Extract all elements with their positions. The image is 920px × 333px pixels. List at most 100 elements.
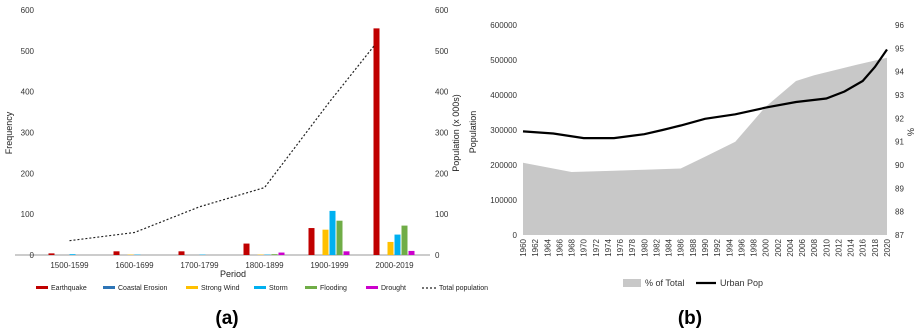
panel-b-y2-tick: 90 bbox=[895, 161, 904, 170]
panel-b-x-tick: 1988 bbox=[689, 238, 698, 256]
panel-a-y2-axis-label: Population (x 000s) bbox=[451, 94, 461, 172]
panel-b-x-tick: 2010 bbox=[822, 238, 831, 256]
panel-a-legend-swatch bbox=[254, 286, 266, 289]
panel-a-total-population-line bbox=[69, 44, 376, 242]
panel-a-legend-swatch bbox=[366, 286, 378, 289]
panel-a-legend-label: Flooding bbox=[320, 285, 347, 292]
panel-a-legend: Earthquake Coastal Erosion Strong Wind Stor… bbox=[36, 285, 488, 292]
panel-a-bar-earthquake bbox=[178, 251, 185, 255]
panel-b-x-tick: 1982 bbox=[652, 238, 661, 256]
panel-b-x-tick: 1976 bbox=[616, 238, 625, 256]
panel-b-label: (b) bbox=[678, 308, 702, 329]
panel-b-x-tick: 2020 bbox=[883, 238, 892, 256]
panel-a-bar-earthquake bbox=[48, 253, 55, 255]
panel-a-y2-tick: 600 bbox=[435, 6, 449, 15]
panel-a-bar-drought bbox=[278, 252, 285, 255]
panel-b-x-tick: 1986 bbox=[677, 238, 686, 256]
panel-b-y2-tick: 96 bbox=[895, 21, 904, 30]
panel-b-x-tick: 1998 bbox=[750, 238, 759, 256]
panel-a-category-label: 2000-2019 bbox=[375, 261, 414, 270]
panel-a-y-tick: 0 bbox=[30, 251, 35, 260]
panel-a-y2-tick: 200 bbox=[435, 169, 449, 178]
panel-b-y-tick: 200000 bbox=[490, 161, 517, 170]
panel-a-legend-label: Total population bbox=[439, 285, 488, 292]
panel-b-x-tick: 2002 bbox=[774, 238, 783, 256]
panel-b-y-tick: 300000 bbox=[490, 126, 517, 135]
panel-a-legend-label: Coastal Erosion bbox=[118, 285, 168, 292]
panel-a-bar-drought bbox=[343, 251, 350, 255]
panel-b-x-tick: 1968 bbox=[568, 238, 577, 256]
panel-b-x-tick: 1984 bbox=[665, 238, 674, 256]
panel-b-y2-tick: 89 bbox=[895, 184, 904, 193]
panel-a-bar-storm bbox=[69, 254, 76, 255]
panel-b-y-tick: 600000 bbox=[490, 21, 517, 30]
panel-b-legend-swatch-area bbox=[623, 279, 641, 287]
panel-a-bar-strong-wind bbox=[387, 241, 394, 255]
panel-b-x-tick: 1960 bbox=[519, 238, 528, 256]
panel-b-urban-pop-line bbox=[522, 48, 888, 140]
panel-a-legend-swatch bbox=[36, 286, 48, 289]
panel-b-x-tick: 1992 bbox=[713, 238, 722, 256]
panel-b-y2-tick: 94 bbox=[895, 68, 904, 77]
panel-b-legend-label: Urban Pop bbox=[720, 278, 763, 288]
panel-a-legend-swatch bbox=[186, 286, 198, 289]
panel-b-x-tick: 2008 bbox=[810, 238, 819, 256]
panel-a-y2-tick: 500 bbox=[435, 47, 449, 56]
panel-b-y2-tick: 95 bbox=[895, 44, 904, 53]
panel-b-x-tick: 1994 bbox=[725, 238, 734, 256]
panel-b-x-tick: 1974 bbox=[604, 238, 613, 256]
panel-a-legend-label: Strong Wind bbox=[201, 285, 240, 292]
panel-a-category-label: 1700-1799 bbox=[180, 261, 219, 270]
panel-b-y2-tick: 87 bbox=[895, 231, 904, 240]
panel-a-legend-swatch bbox=[103, 286, 115, 289]
panel-a-category-label: 1900-1999 bbox=[310, 261, 349, 270]
panel-a-y-axis-label: Frequency bbox=[4, 111, 14, 154]
panel-a-legend-label: Storm bbox=[269, 285, 288, 292]
panel-a-category-label: 1500-1599 bbox=[50, 261, 89, 270]
panel-b-legend-label: % of Total bbox=[645, 278, 684, 288]
panel-a-y2-tick: 100 bbox=[435, 210, 449, 219]
panel-b-x-tick: 2006 bbox=[798, 238, 807, 256]
panel-b-x-tick: 1962 bbox=[531, 238, 540, 256]
panel-b-ticks: 0 100000 200000 300000 400000 500000 600000 87 8… bbox=[490, 21, 904, 257]
panel-a-bar-strong-wind bbox=[322, 229, 329, 255]
panel-a-y-tick: 400 bbox=[21, 88, 35, 97]
panel-b-x-tick: 2004 bbox=[786, 238, 795, 256]
panel-a-bar-earthquake bbox=[373, 28, 380, 255]
panel-a-bars bbox=[48, 28, 415, 255]
panel-b-y2-tick: 91 bbox=[895, 138, 904, 147]
panel-a-category-labels: 1500-1599 1600-1699 1700-1799 1800-1899 1900… bbox=[50, 261, 414, 270]
panel-b-x-tick: 2000 bbox=[762, 238, 771, 256]
panel-b-x-tick: 1980 bbox=[640, 238, 649, 256]
panel-b-x-tick: 1972 bbox=[592, 238, 601, 256]
panel-a-ticks: 0 0 100 100 200 200 300 300 400 400 500 500 600 600 bbox=[21, 6, 449, 260]
panel-a-legend-swatch bbox=[305, 286, 317, 289]
panel-a-legend-label: Earthquake bbox=[51, 285, 87, 292]
panel-a-y2-tick: 300 bbox=[435, 129, 449, 138]
panel-a-bar-flooding bbox=[401, 225, 408, 255]
panel-a-chart: Frequency Population (x 000s) Period 0 0 1… bbox=[4, 6, 488, 329]
panel-b-legend: % of Total Urban Pop bbox=[623, 278, 763, 288]
panel-a-y-tick: 200 bbox=[21, 169, 35, 178]
panel-b-x-tick: 2016 bbox=[859, 238, 868, 256]
panel-a-bar-flooding bbox=[336, 220, 343, 255]
panel-a-y2-tick: 400 bbox=[435, 88, 449, 97]
panel-b-y2-tick: 92 bbox=[895, 114, 904, 123]
panel-a-label: (a) bbox=[215, 308, 238, 329]
panel-a-bar-earthquake bbox=[308, 228, 315, 255]
panel-a-y-tick: 300 bbox=[21, 129, 35, 138]
panel-a-bar-storm bbox=[329, 210, 336, 255]
panel-b-x-tick: 2012 bbox=[834, 238, 843, 256]
panel-a-y2-tick: 0 bbox=[435, 251, 440, 260]
panel-a-y-tick: 600 bbox=[21, 6, 35, 15]
panel-a-bar-flooding bbox=[271, 254, 278, 255]
panel-b-y2-tick: 88 bbox=[895, 208, 904, 217]
panel-b-x-tick: 1970 bbox=[580, 238, 589, 256]
panel-b-y2-tick: 93 bbox=[895, 91, 904, 100]
panel-b-x-tick: 1978 bbox=[628, 238, 637, 256]
panel-b-y-tick: 400000 bbox=[490, 91, 517, 100]
panel-a-category-label: 1600-1699 bbox=[115, 261, 154, 270]
panel-b-x-tick: 1996 bbox=[737, 238, 746, 256]
panel-b-chart: 0 100000 200000 300000 400000 500000 600000 87 8… bbox=[468, 21, 916, 329]
